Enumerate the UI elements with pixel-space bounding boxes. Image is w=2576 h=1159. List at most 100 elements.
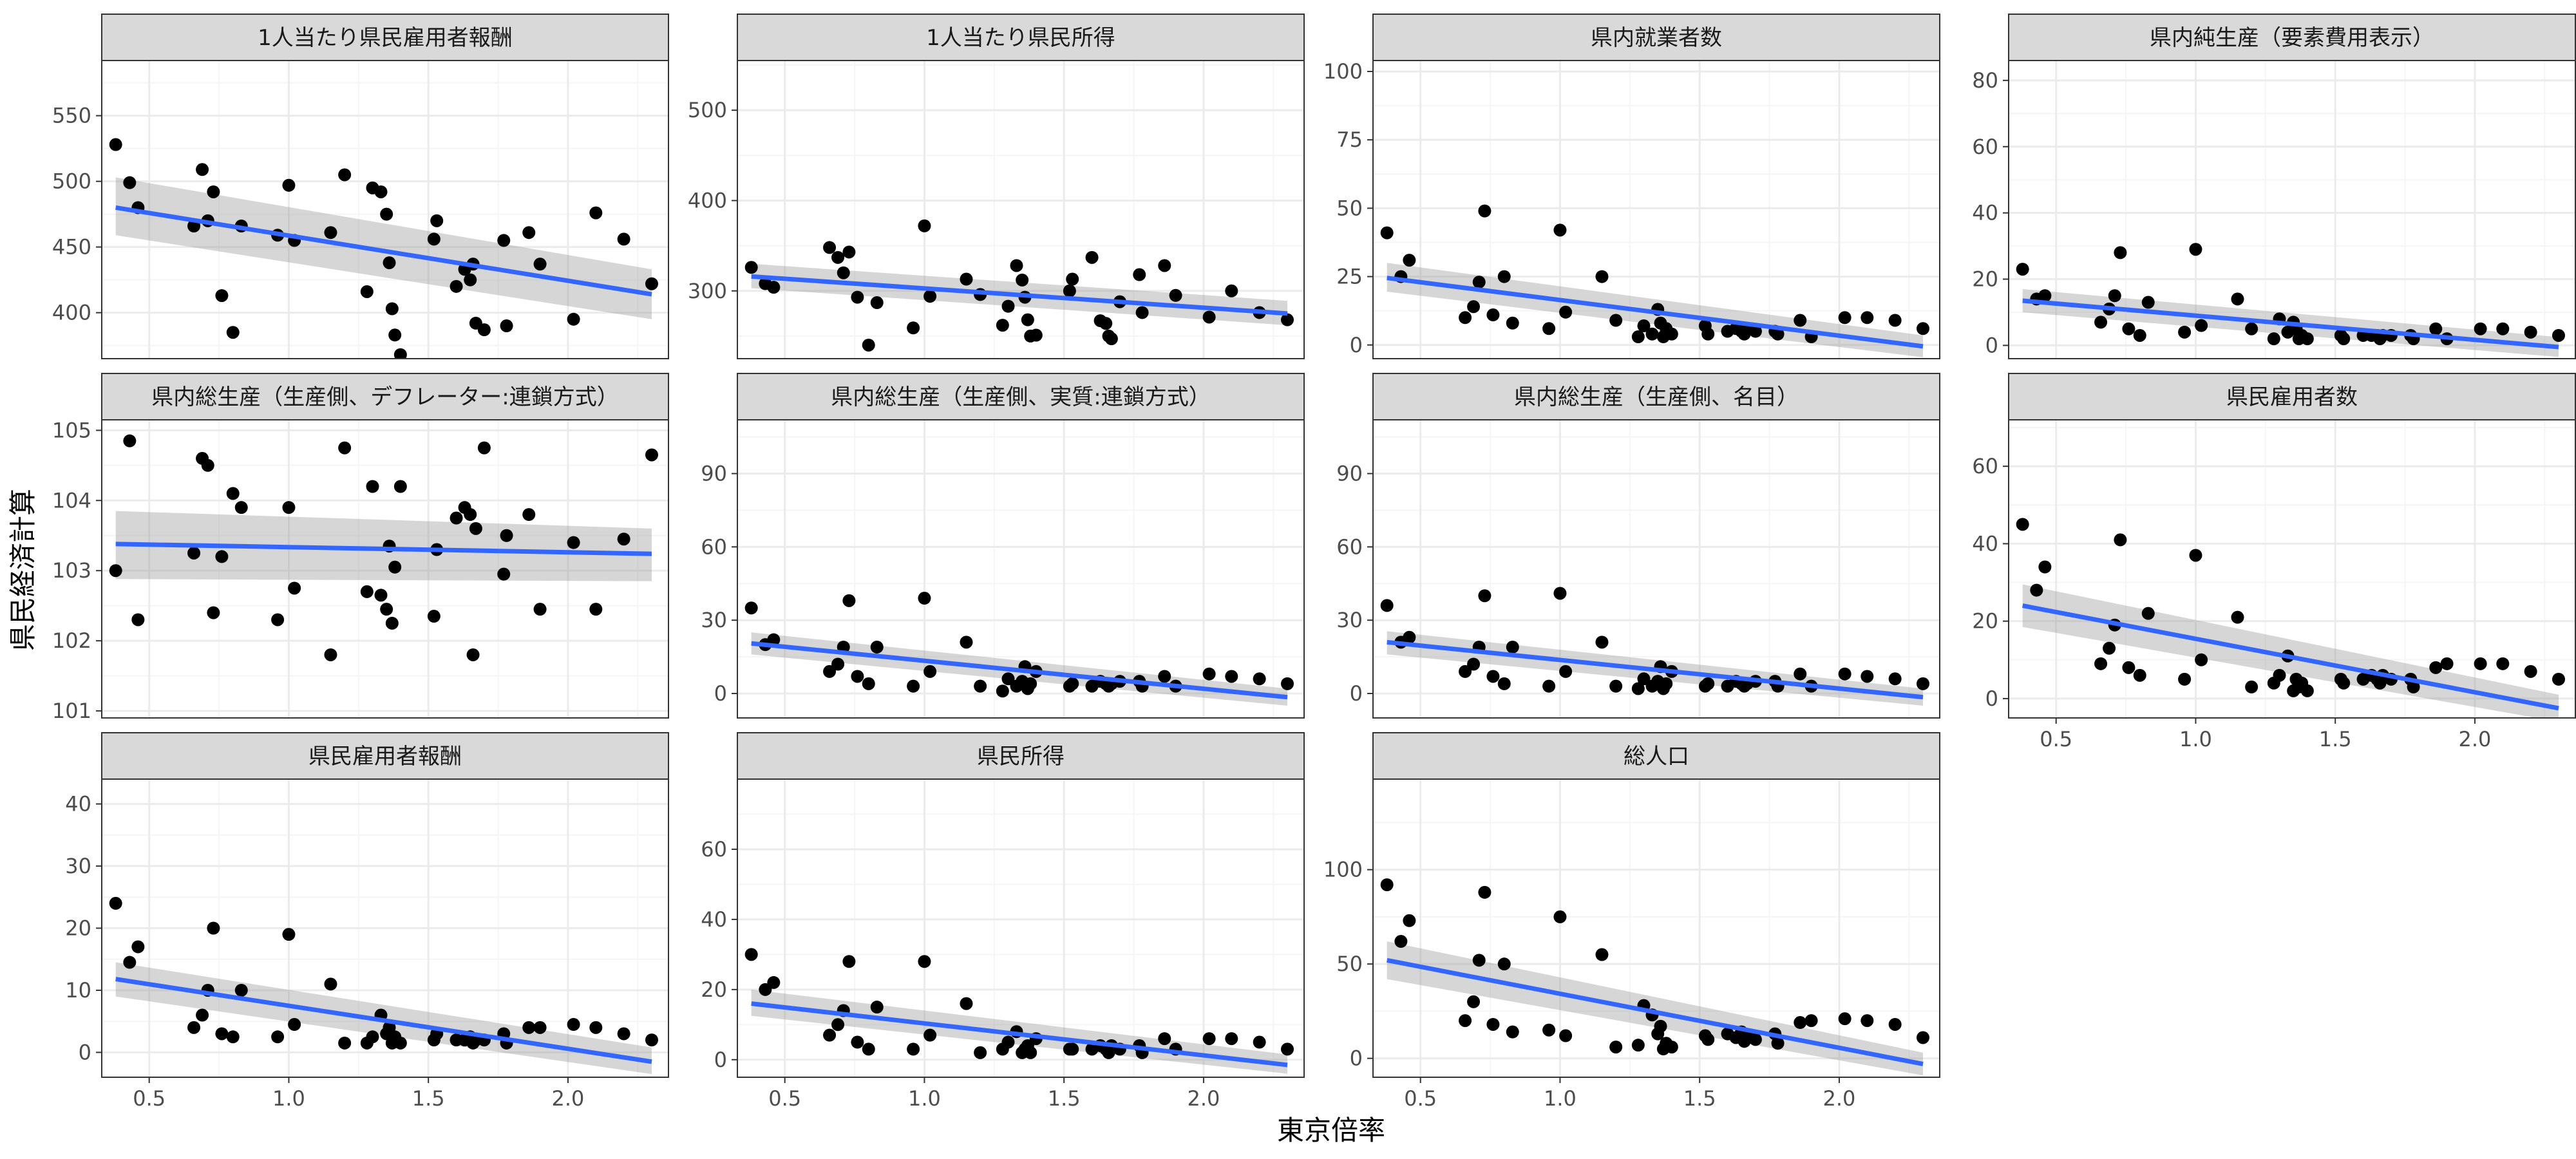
data-point <box>1478 204 1492 218</box>
data-point <box>533 1021 547 1034</box>
y-tick-label: 20 <box>701 977 727 1002</box>
data-point <box>1133 268 1146 281</box>
data-point <box>477 441 491 455</box>
data-point <box>1472 276 1486 289</box>
y-tick-label: 50 <box>1336 952 1363 976</box>
data-point <box>1701 1033 1715 1046</box>
data-point <box>1916 322 1929 335</box>
data-point <box>1001 672 1015 686</box>
x-tick-label: 1.5 <box>1048 1086 1081 1111</box>
panel-contents <box>102 779 668 1077</box>
data-point <box>1665 327 1678 341</box>
data-point <box>450 279 463 293</box>
data-point <box>1099 317 1113 330</box>
data-point <box>477 323 491 337</box>
data-point <box>2094 316 2108 329</box>
data-point <box>430 214 444 227</box>
y-tick-label: 500 <box>688 98 727 122</box>
data-point <box>1748 325 1762 338</box>
data-point <box>207 606 220 619</box>
y-tick-label: 40 <box>1972 201 1998 225</box>
data-point <box>500 529 513 542</box>
facet-strip-title: 1人当たり県民雇用者報酬 <box>258 25 513 51</box>
y-tick-label: 60 <box>701 837 727 862</box>
panel-border <box>737 778 1305 1078</box>
data-point <box>1595 270 1609 283</box>
trend-line <box>751 1001 1288 1068</box>
data-point <box>960 272 973 286</box>
data-point <box>918 955 931 968</box>
y-tick-label: 75 <box>1336 127 1363 152</box>
y-tick-label: 104 <box>52 488 91 513</box>
facet-strip-title: 県内総生産（生産側、実質:連鎖方式） <box>831 384 1210 410</box>
trend-line <box>115 977 652 1064</box>
data-point <box>1029 328 1043 342</box>
data-point <box>427 232 440 246</box>
y-tick-label: 400 <box>688 188 727 212</box>
y-tick-label: 101 <box>52 699 91 723</box>
data-point <box>131 613 145 627</box>
data-point <box>226 1030 240 1044</box>
facet-strip <box>2008 373 2576 420</box>
panel-border <box>101 419 669 719</box>
data-point <box>831 657 845 671</box>
data-point <box>2524 664 2537 678</box>
data-point <box>393 1036 407 1050</box>
panel-contents <box>737 779 1304 1077</box>
data-point <box>1861 1014 1874 1028</box>
data-point <box>288 1018 301 1032</box>
data-point <box>324 977 337 991</box>
data-point <box>2178 672 2192 686</box>
data-point <box>1631 1039 1645 1052</box>
facet-panel: 県内純生産（要素費用表示） 0 20 40 60 80 <box>1972 14 2576 359</box>
panels: 1人当たり県民雇用者報酬4004505005501人当たり県民所得3004005… <box>52 14 2576 1111</box>
panel-border <box>2008 60 2576 359</box>
data-point <box>996 684 1009 698</box>
y-tick-label: 90 <box>1336 461 1363 485</box>
facet-strip <box>737 373 1305 420</box>
y-tick-label: 100 <box>1323 858 1363 882</box>
data-point <box>870 1001 884 1014</box>
y-tick-label: 103 <box>52 558 91 583</box>
x-tick-label: 2.0 <box>1823 1086 1855 1111</box>
data-point <box>2245 680 2259 693</box>
trend-line <box>115 542 652 556</box>
y-axis-title: 県民経済計算 <box>7 489 39 651</box>
data-point <box>201 458 214 472</box>
data-point <box>823 664 837 678</box>
data-point <box>1888 1017 1902 1031</box>
trend-line <box>1387 639 1924 700</box>
data-point <box>1804 1014 1818 1028</box>
data-point <box>271 613 285 627</box>
data-point <box>1225 284 1238 297</box>
data-point <box>767 281 781 294</box>
data-point <box>388 560 402 574</box>
data-point <box>1486 1017 1500 1031</box>
data-point <box>2122 322 2136 335</box>
data-point <box>1280 313 1294 326</box>
data-point <box>393 348 407 359</box>
panel-contents <box>1373 420 1940 718</box>
confidence-band <box>115 177 652 319</box>
trend-line <box>1387 957 1924 1066</box>
panel-contents <box>102 61 668 359</box>
trend-line <box>2022 298 2559 350</box>
data-point <box>1459 664 1472 678</box>
facet-strip <box>737 14 1305 61</box>
data-point <box>907 321 920 335</box>
data-point <box>1380 226 1394 240</box>
data-point <box>338 168 352 182</box>
data-point <box>851 1035 864 1049</box>
data-point <box>974 1046 987 1059</box>
data-point <box>1506 640 1519 654</box>
y-tick-label: 10 <box>65 978 91 1003</box>
data-point <box>1225 670 1238 683</box>
data-point <box>744 948 758 961</box>
data-point <box>324 226 337 240</box>
data-point <box>131 940 145 954</box>
data-point <box>383 256 396 270</box>
y-tick-label: 80 <box>1972 68 1998 93</box>
facet-panel: 県内就業者数 0 25 50 75 100 <box>1323 14 1940 359</box>
y-tick-label: 300 <box>688 279 727 303</box>
x-tick-label: 1.5 <box>1683 1086 1716 1111</box>
